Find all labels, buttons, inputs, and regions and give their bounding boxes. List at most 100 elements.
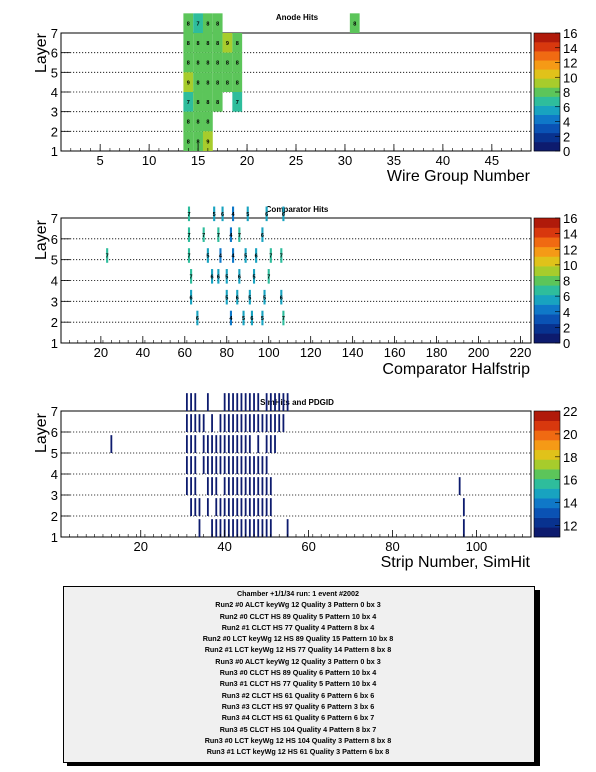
colorbar-swatch <box>534 51 560 61</box>
hit-value-label: 6 <box>282 212 285 218</box>
hit-cell <box>212 33 223 53</box>
hit-cell <box>187 248 191 263</box>
info-line: Run3 #0 LCT keyWg 12 HS 104 Quality 3 Pa… <box>204 735 392 745</box>
hit-value-label: 7 <box>187 100 190 106</box>
hit-cell <box>196 310 199 326</box>
hit-value-label: 8 <box>197 139 200 145</box>
simhit-mark <box>269 477 272 495</box>
hit-cell <box>193 111 203 132</box>
x-tick-label: 180 <box>426 345 448 360</box>
info-line: Run2 #1 CLCT HS 77 Quality 4 Pattern 8 b… <box>221 622 375 632</box>
simhit-mark <box>248 477 251 495</box>
simhit-mark <box>253 414 255 432</box>
colorbar-swatch <box>534 141 560 152</box>
hit-value-label: 6 <box>250 316 253 322</box>
simhit-mark <box>274 414 276 432</box>
colorbar-tick-label: 16 <box>563 211 577 226</box>
hit-value-label: 6 <box>221 212 224 218</box>
colorbar-swatch <box>534 227 560 238</box>
simhit-mark <box>257 393 260 411</box>
simhit-mark <box>190 414 192 432</box>
hit-value-label: 5 <box>248 295 251 301</box>
comparator-hits-title: Comparator Hits <box>266 205 329 214</box>
hit-value-label: 5 <box>261 316 264 322</box>
x-tick-label: 40 <box>217 539 231 554</box>
hit-cell <box>222 52 233 73</box>
simhit-mark <box>274 393 276 411</box>
y-tick-label: 7 <box>51 211 58 226</box>
x-tick-label: 120 <box>300 345 322 360</box>
simhit-mark <box>265 519 268 537</box>
hit-value-label: 8 <box>206 120 209 126</box>
info-box-shadow-right <box>534 590 540 762</box>
hit-value-label: 6 <box>217 275 220 281</box>
info-line: Run3 #4 CLCT HS 61 Quality 6 Pattern 6 b… <box>221 713 375 723</box>
hit-value-label: 4 <box>229 316 233 322</box>
simhit-mark <box>240 456 243 474</box>
x-tick-label: 140 <box>342 345 364 360</box>
simhit-mark <box>232 414 234 432</box>
info-line: Run2 #1 LCT keyWg 12 HS 77 Quality 14 Pa… <box>204 645 392 655</box>
simhits-xlabel: Strip Number, SimHit <box>381 554 531 571</box>
hit-value-label: 8 <box>206 21 209 27</box>
hit-cell <box>229 227 233 242</box>
simhit-mark <box>185 414 188 432</box>
simhits-colorbar: 12 14 16 18 20 22 <box>533 404 577 538</box>
info-box-shadow-bottom <box>67 762 540 766</box>
hit-cell <box>190 269 193 284</box>
hit-cell <box>193 72 203 92</box>
colorbar-swatch <box>534 314 560 325</box>
y-tick-label: 4 <box>51 467 58 482</box>
hit-value-label: 4 <box>232 212 236 218</box>
hit-value-label: 7 <box>202 233 205 239</box>
x-tick-label: 45 <box>485 153 499 168</box>
simhit-mark <box>257 456 260 474</box>
colorbar-tick-label: 20 <box>563 427 577 442</box>
hit-value-label: 7 <box>238 233 241 239</box>
hit-cell <box>232 248 235 263</box>
hit-value-label: 8 <box>216 80 219 86</box>
hit-cell <box>232 72 243 92</box>
info-line: Run3 #0 ALCT keyWg 12 Quality 3 Pattern … <box>215 656 381 666</box>
y-tick-label: 5 <box>51 446 58 461</box>
x-tick-label: 15 <box>191 153 205 168</box>
x-tick-label: 160 <box>384 345 406 360</box>
hit-value-label: 7 <box>269 254 272 260</box>
x-tick-label: 200 <box>468 345 490 360</box>
x-tick-label: 25 <box>289 153 303 168</box>
simhit-mark <box>269 435 272 453</box>
colorbar-tick-label: 10 <box>563 70 577 85</box>
hit-value-label: 8 <box>197 41 200 47</box>
hit-value-label: 8 <box>206 100 209 106</box>
simhit-mark <box>244 477 247 495</box>
hit-cell <box>212 72 223 92</box>
simhit-mark <box>232 435 234 453</box>
hit-value-label: 5 <box>242 316 245 322</box>
hit-value-label: 8 <box>226 61 229 67</box>
y-tick-label: 4 <box>51 85 58 100</box>
info-line: Run2 #0 ALCT keyWg 12 Quality 3 Pattern … <box>215 600 381 610</box>
hit-value-label: 6 <box>255 254 258 260</box>
simhit-mark <box>219 435 222 453</box>
hit-cell <box>106 248 109 263</box>
anode-hits-xlabel: Wire Group Number <box>387 168 531 185</box>
hit-value-label: 8 <box>197 61 200 67</box>
hit-cell <box>280 289 283 305</box>
hit-cell <box>213 206 216 222</box>
y-tick-label: 3 <box>51 488 58 503</box>
hit-value-label: 6 <box>190 295 193 301</box>
simhit-mark <box>211 519 213 537</box>
hit-cell <box>255 248 258 263</box>
hit-cell <box>222 72 233 92</box>
simhit-mark <box>261 519 264 537</box>
colorbar-tick-label: 16 <box>563 26 577 41</box>
colorbar-tick-label: 12 <box>563 242 577 257</box>
simhit-mark <box>223 498 226 516</box>
y-tick-label: 2 <box>51 509 58 524</box>
colorbar-swatch <box>534 246 560 257</box>
colorbar-swatch <box>534 132 560 143</box>
simhit-mark <box>261 456 264 474</box>
event-info-box: Chamber +1/1/34 run: 1 event #2002 Run2 … <box>63 586 541 766</box>
colorbar-swatch <box>534 96 560 106</box>
simhit-mark <box>257 477 260 495</box>
